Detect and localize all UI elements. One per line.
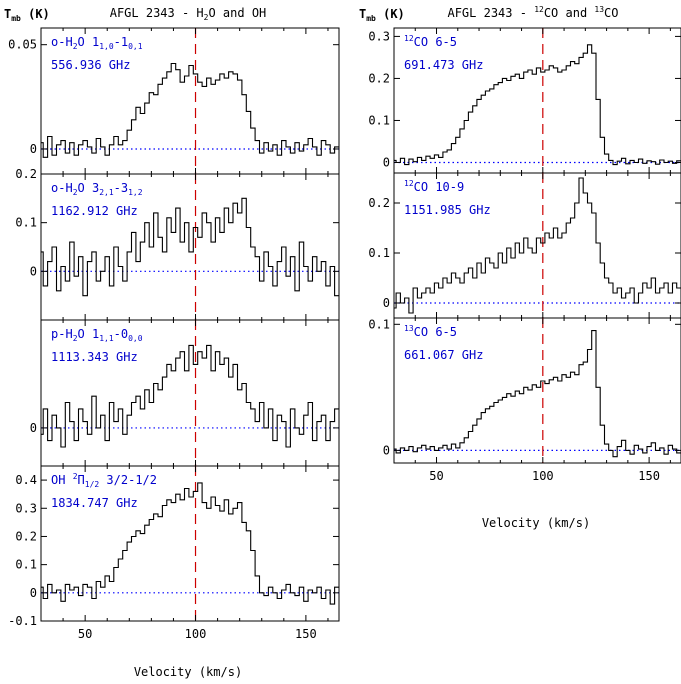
y-tick-label: 0 [383, 296, 390, 310]
panel-frame [393, 317, 681, 464]
frequency-label: 661.067 GHz [404, 348, 483, 362]
y-tick-label: 0.2 [15, 529, 37, 543]
y-tick-label: 0.3 [15, 501, 37, 515]
y-tick-label: 0.4 [15, 473, 37, 487]
y-tick-label: 0.05 [8, 38, 37, 52]
spectrum-panel-3: 0 p-H2O 11,1-00,0 1113.343 GHz [30, 319, 340, 467]
y-tick-label: 0.2 [368, 196, 390, 210]
panel-frame [40, 319, 340, 467]
spectrum-panel-2: 0 0.1 0.2 o-H2O 32,1-31,2 1162.912 GHz [15, 167, 340, 321]
spectrum-line [41, 482, 339, 605]
right-column-header: Tmb (K) AFGL 2343 - 12CO and 13CO [359, 5, 619, 23]
spectrum-line [41, 344, 339, 448]
left-xlabel: Velocity (km/s) [134, 665, 242, 679]
x-tick-label: 50 [78, 627, 92, 641]
panel-frame [40, 27, 340, 175]
y-tick-label: 0.3 [368, 29, 390, 43]
spectrum-line [41, 62, 339, 158]
spectrum-panel-5: 0 0.1 0.2 0.3 12CO 6-5 691.473 GHz [368, 27, 681, 174]
x-tick-label: 100 [532, 469, 554, 483]
line-label: 13CO 6-5 [404, 324, 457, 339]
right-xlabel: Velocity (km/s) [482, 516, 590, 530]
y-tick-label: 0 [30, 264, 37, 278]
line-label: OH 2Π1/2 3/2-1/2 [51, 472, 157, 489]
spectra-panels: 0 0.05 o-H2O 11,0-10,1 556.936 GHz 0 0.1 0.2 o-… [8, 27, 681, 641]
y-tick-label: 0.1 [368, 317, 390, 331]
spectrum-line [394, 330, 681, 458]
spectrum-line [394, 44, 681, 166]
y-tick-label: 0 [30, 586, 37, 600]
spectrum-panel-7: 0 0.1 50 100 150 13CO 6-5 661.067 GHz [368, 317, 681, 483]
panel-frame [40, 173, 340, 321]
x-tick-label: 150 [638, 469, 660, 483]
line-label: 12CO 10-9 [404, 179, 464, 194]
line-label: o-H2O 32,1-31,2 [51, 181, 143, 197]
frequency-label: 1162.912 GHz [51, 204, 138, 218]
spectrum-line [41, 197, 339, 297]
spectrum-panel-1: 0 0.05 o-H2O 11,0-10,1 556.936 GHz [8, 27, 340, 175]
y-tick-label: 0 [383, 443, 390, 457]
right-title: AFGL 2343 - 12CO and 13CO [447, 5, 618, 20]
frequency-label: 691.473 GHz [404, 58, 483, 72]
y-tick-label: 0.1 [368, 113, 390, 127]
y-tick-label: 0.1 [15, 216, 37, 230]
y-tick-label: 0.1 [368, 246, 390, 260]
line-label: o-H2O 11,0-10,1 [51, 35, 143, 51]
y-tick-label: -0.1 [8, 614, 37, 628]
frequency-label: 1151.985 GHz [404, 203, 491, 217]
x-tick-label: 150 [295, 627, 317, 641]
spectrum-panel-4: -0.1 0 0.1 0.2 0.3 0.4 50 100 150 OH 2Π1/2 3/2-1/… [8, 465, 340, 641]
left-ylabel: Tmb (K) [4, 7, 50, 23]
line-label: p-H2O 11,1-00,0 [51, 327, 143, 343]
left-title: AFGL 2343 - H2O and OH [110, 6, 267, 22]
line-label: 12CO 6-5 [404, 34, 457, 49]
frequency-label: 1113.343 GHz [51, 350, 138, 364]
spectrum-panel-6: 0 0.1 0.2 12CO 10-9 1151.985 GHz [368, 172, 681, 319]
y-tick-label: 0 [383, 155, 390, 169]
y-tick-label: 0.1 [15, 558, 37, 572]
panel-frame [40, 465, 340, 622]
panel-frame [393, 27, 681, 174]
left-column-header: Tmb (K) AFGL 2343 - H2O and OH [4, 6, 266, 23]
x-tick-label: 50 [429, 469, 443, 483]
y-tick-label: 0 [30, 142, 37, 156]
x-tick-label: 100 [185, 627, 207, 641]
spectrum-line [394, 177, 681, 314]
frequency-label: 1834.747 GHz [51, 496, 138, 510]
frequency-label: 556.936 GHz [51, 58, 130, 72]
y-tick-label: 0.2 [15, 167, 37, 181]
right-ylabel: Tmb (K) [359, 7, 405, 23]
y-tick-label: 0 [30, 421, 37, 435]
y-tick-label: 0.2 [368, 71, 390, 85]
